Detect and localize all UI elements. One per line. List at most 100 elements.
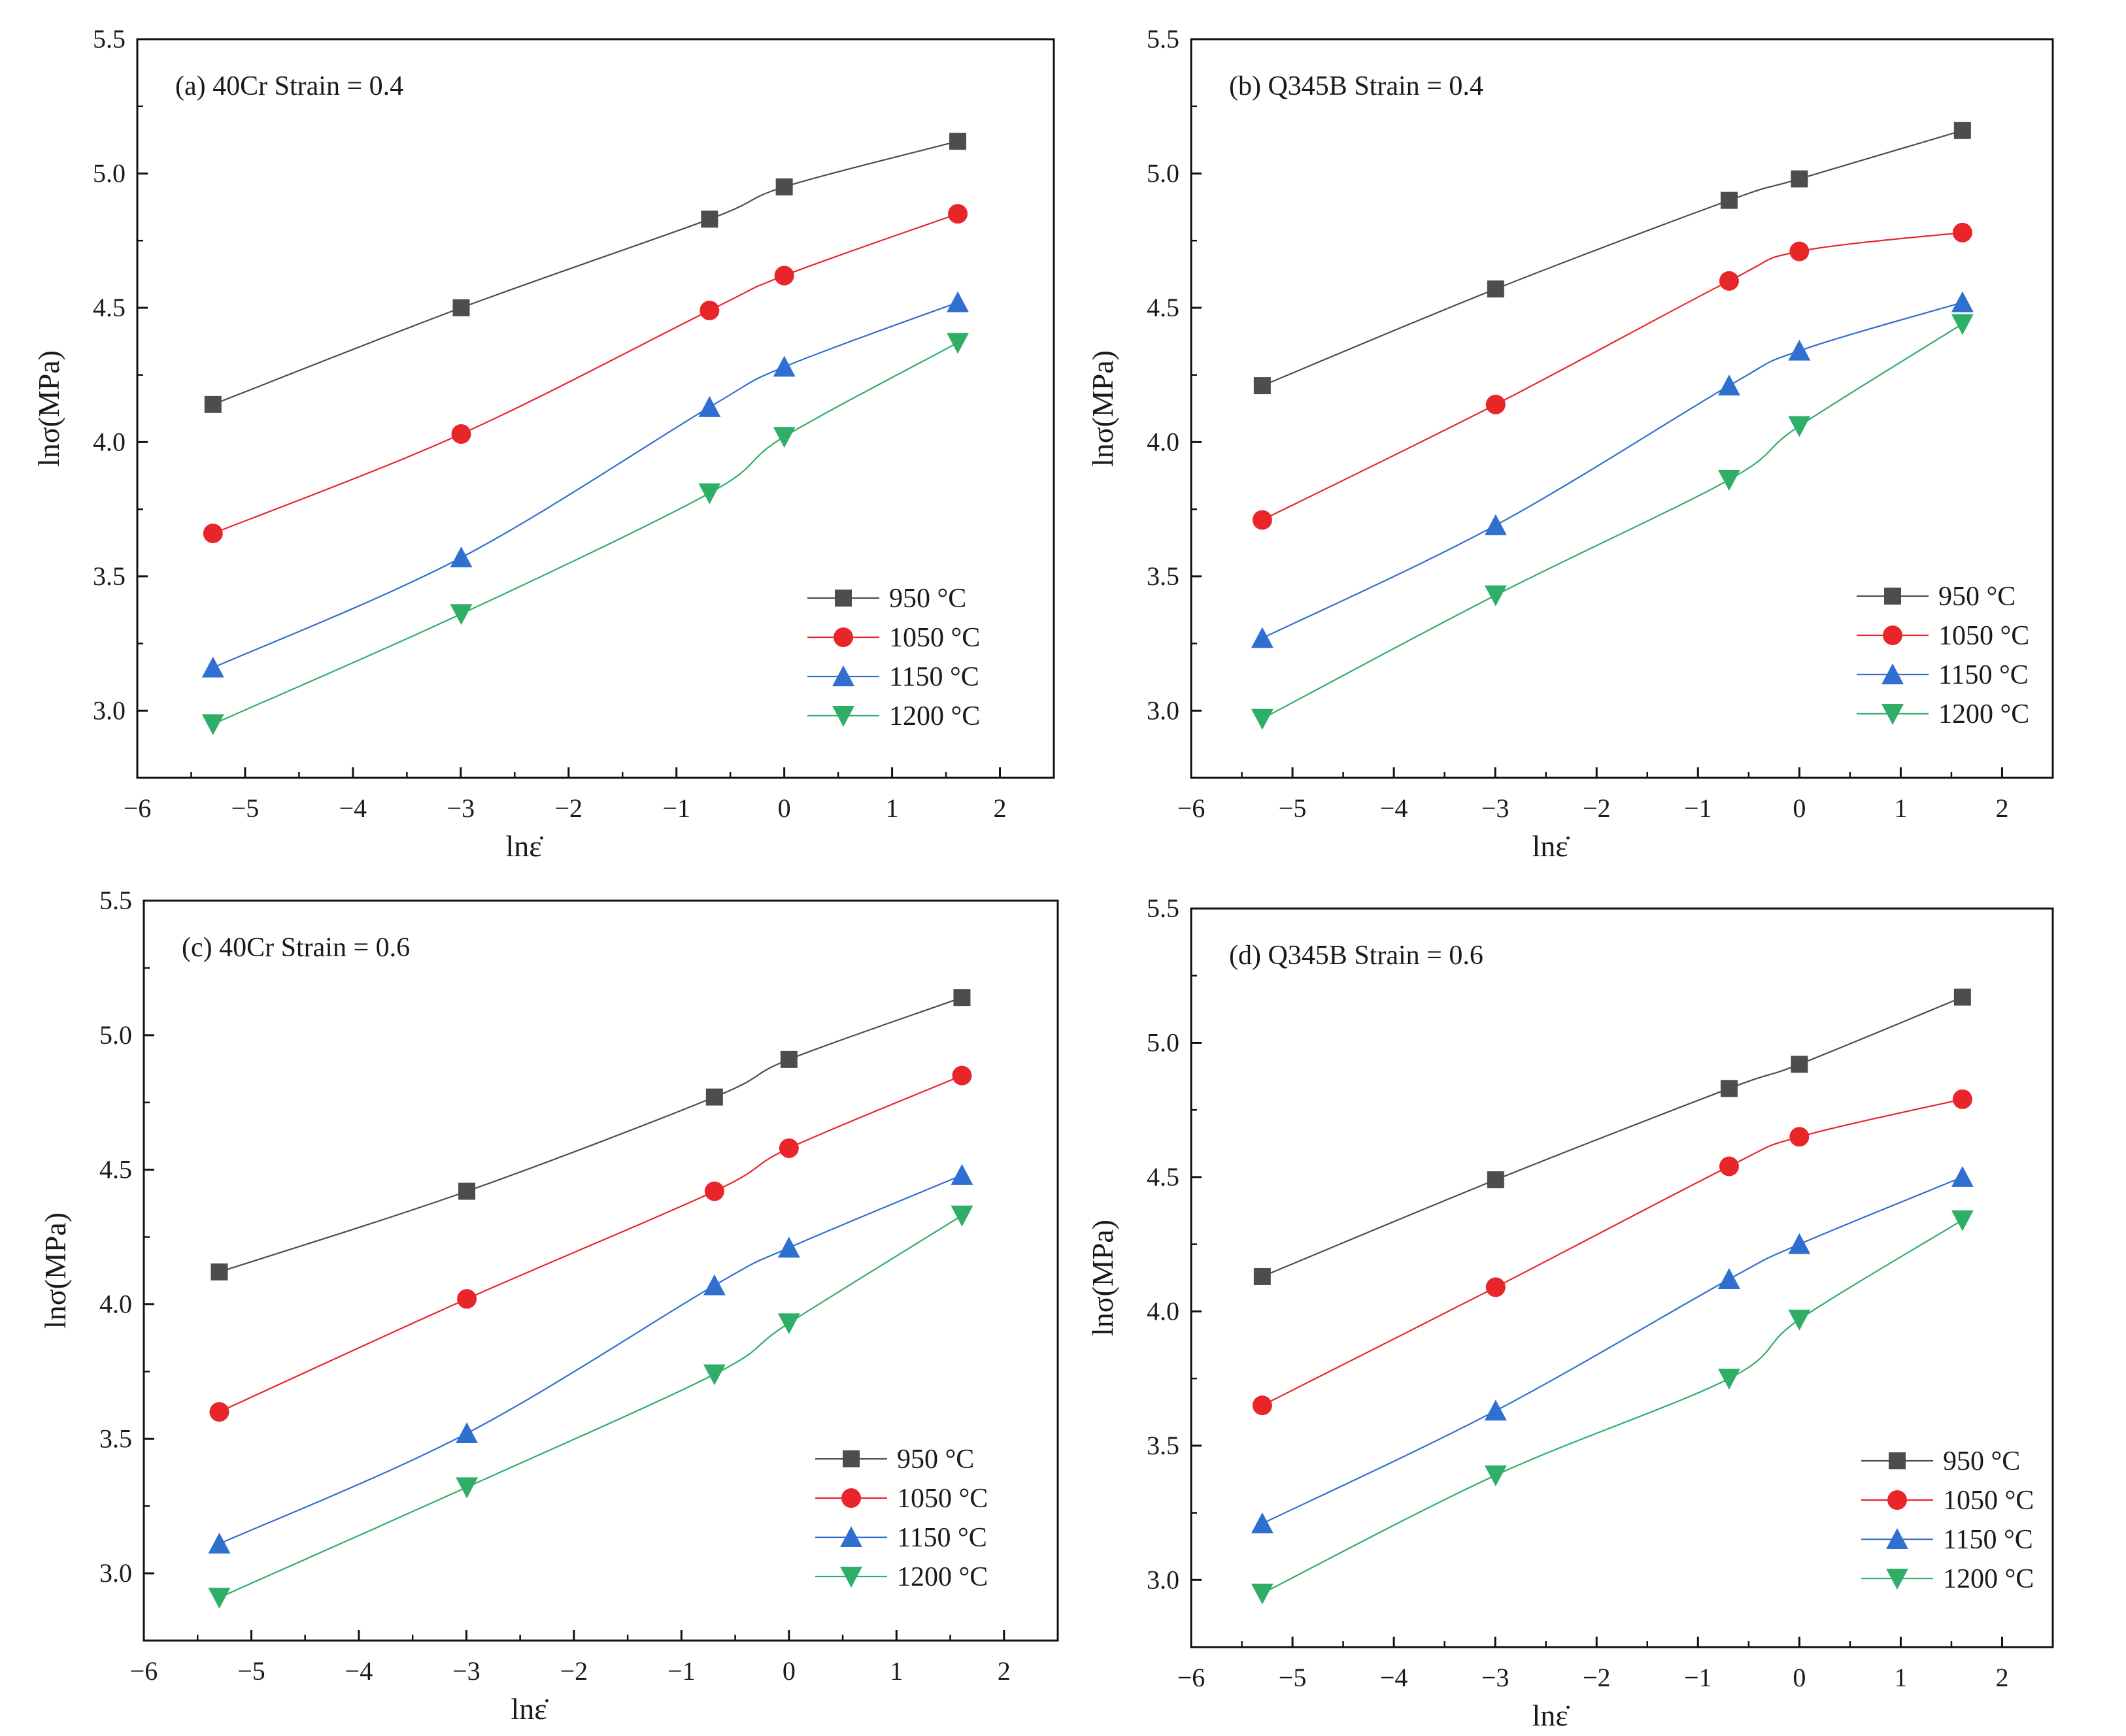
y-tick-label: 5.0 bbox=[1147, 158, 1179, 188]
plot-frame bbox=[1190, 907, 2054, 1648]
legend-marker bbox=[1883, 626, 1902, 645]
legend-label: 1200 °C bbox=[1943, 1564, 2034, 1594]
x-tick-label: −4 bbox=[1380, 793, 1408, 823]
y-tick-label: 4.5 bbox=[93, 293, 126, 322]
x-tick-label: −3 bbox=[1481, 793, 1510, 823]
data-point bbox=[1951, 1210, 1974, 1231]
data-point bbox=[1788, 416, 1811, 437]
series-line bbox=[1262, 301, 1963, 639]
x-axis-label: lnε̇ bbox=[1532, 829, 1570, 863]
data-point bbox=[201, 656, 224, 678]
data-point bbox=[1719, 271, 1739, 291]
series-1200 bbox=[1251, 314, 1974, 730]
plot-frame bbox=[136, 38, 1055, 779]
data-point bbox=[1789, 1127, 1810, 1147]
legend: 950 °C 1050 °C 1150 °C 1200 °C bbox=[1857, 582, 2029, 729]
plot-frame bbox=[1190, 38, 2054, 779]
data-point bbox=[208, 1588, 231, 1609]
data-point bbox=[1253, 1267, 1271, 1285]
x-tick-label: −4 bbox=[1380, 1663, 1408, 1692]
x-tick-label: −2 bbox=[1583, 1663, 1611, 1692]
data-point bbox=[1485, 1277, 1506, 1297]
data-point bbox=[211, 1263, 228, 1281]
x-axis-label: lnε̇ bbox=[1532, 1699, 1570, 1732]
chart-panel-c: −6 −5 −4 −3 −2 −1 0 1 2 3.0 3.5 4.0 4.5 5.0 5.5 (c) 40C… bbox=[39, 886, 1059, 1726]
x-tick-label: −5 bbox=[231, 793, 260, 823]
series-1050 bbox=[1252, 222, 1972, 530]
y-tick-label: 5.5 bbox=[1147, 893, 1179, 923]
y-tick-label: 4.5 bbox=[1147, 1162, 1179, 1192]
data-point bbox=[698, 483, 721, 505]
data-point bbox=[701, 210, 718, 228]
y-tick-label: 3.5 bbox=[1147, 1431, 1179, 1460]
data-point bbox=[451, 424, 471, 444]
data-point bbox=[1789, 241, 1810, 261]
series-line bbox=[212, 213, 958, 535]
data-point bbox=[779, 1138, 799, 1158]
legend-marker bbox=[834, 627, 853, 647]
series-950 bbox=[204, 133, 967, 413]
series-950 bbox=[1253, 122, 1971, 395]
data-point bbox=[1251, 709, 1274, 730]
data-point bbox=[951, 1163, 973, 1185]
data-point bbox=[1791, 170, 1808, 188]
x-tick-label: −1 bbox=[667, 1656, 696, 1686]
legend: 950 °C 1050 °C 1150 °C 1200 °C bbox=[815, 1444, 988, 1592]
legend-label: 1150 °C bbox=[889, 662, 979, 692]
legend-label: 950 °C bbox=[897, 1444, 974, 1475]
data-point bbox=[452, 299, 470, 316]
data-point bbox=[1951, 291, 1974, 312]
data-point bbox=[1788, 339, 1811, 361]
series-line bbox=[219, 997, 962, 1273]
legend-label: 1050 °C bbox=[1938, 621, 2029, 651]
data-point bbox=[775, 178, 793, 195]
data-point bbox=[1251, 627, 1274, 648]
chart-panel-b: −6 −5 −4 −3 −2 −1 0 1 2 3.0 3.5 4.0 4.5 5.0 5.5 (b) Q34… bbox=[1086, 24, 2054, 863]
data-point bbox=[208, 1532, 231, 1554]
y-axis-label: lnσ(MPa) bbox=[32, 350, 65, 467]
series-1050 bbox=[209, 1065, 972, 1422]
x-tick-label: −6 bbox=[130, 1656, 158, 1686]
x-tick-label: −5 bbox=[1279, 1663, 1307, 1692]
data-point bbox=[1953, 988, 1971, 1006]
y-tick-label: 4.5 bbox=[1147, 293, 1179, 322]
legend-marker bbox=[1889, 1452, 1906, 1469]
x-tick-label: −3 bbox=[1481, 1663, 1510, 1692]
plot-frame bbox=[143, 899, 1059, 1642]
data-point bbox=[1252, 1395, 1272, 1416]
y-tick-label: 4.0 bbox=[93, 427, 126, 456]
x-tick-label: −1 bbox=[1684, 793, 1712, 823]
data-point bbox=[456, 1477, 479, 1499]
data-point bbox=[780, 1050, 798, 1068]
legend-marker bbox=[1884, 588, 1901, 605]
x-tick-label: −3 bbox=[447, 793, 475, 823]
y-tick-label: 5.5 bbox=[93, 24, 126, 54]
x-tick-label: 0 bbox=[1793, 793, 1806, 823]
legend-label: 1200 °C bbox=[889, 701, 980, 731]
data-point bbox=[703, 1364, 726, 1386]
y-tick-label: 5.5 bbox=[99, 886, 132, 915]
y-tick-label: 3.5 bbox=[99, 1424, 132, 1453]
data-point bbox=[204, 395, 222, 413]
legend-label: 1050 °C bbox=[889, 623, 980, 653]
series-line bbox=[1262, 323, 1963, 720]
x-tick-label: 1 bbox=[890, 1656, 903, 1686]
chart-panel-d: −6 −5 −4 −3 −2 −1 0 1 2 3.0 3.5 4.0 4.5 5.0 5.5 (d) Q34… bbox=[1086, 893, 2054, 1732]
legend-label: 1150 °C bbox=[897, 1523, 987, 1553]
chart-title: (c) 40Cr Strain = 0.6 bbox=[182, 933, 410, 963]
x-tick-label: −4 bbox=[339, 793, 367, 823]
data-point bbox=[1720, 1080, 1738, 1097]
data-point bbox=[949, 133, 967, 150]
legend-marker bbox=[1881, 704, 1904, 725]
data-point bbox=[1717, 469, 1740, 491]
legend-label: 1050 °C bbox=[1943, 1486, 2034, 1516]
x-tick-label: −2 bbox=[554, 793, 582, 823]
series-1150 bbox=[1251, 1165, 1974, 1533]
series-line bbox=[1262, 996, 1963, 1277]
series-1050 bbox=[203, 204, 968, 544]
data-point bbox=[458, 1182, 476, 1200]
data-point bbox=[953, 989, 971, 1007]
x-tick-label: 1 bbox=[886, 793, 899, 823]
y-tick-label: 3.5 bbox=[93, 561, 126, 591]
